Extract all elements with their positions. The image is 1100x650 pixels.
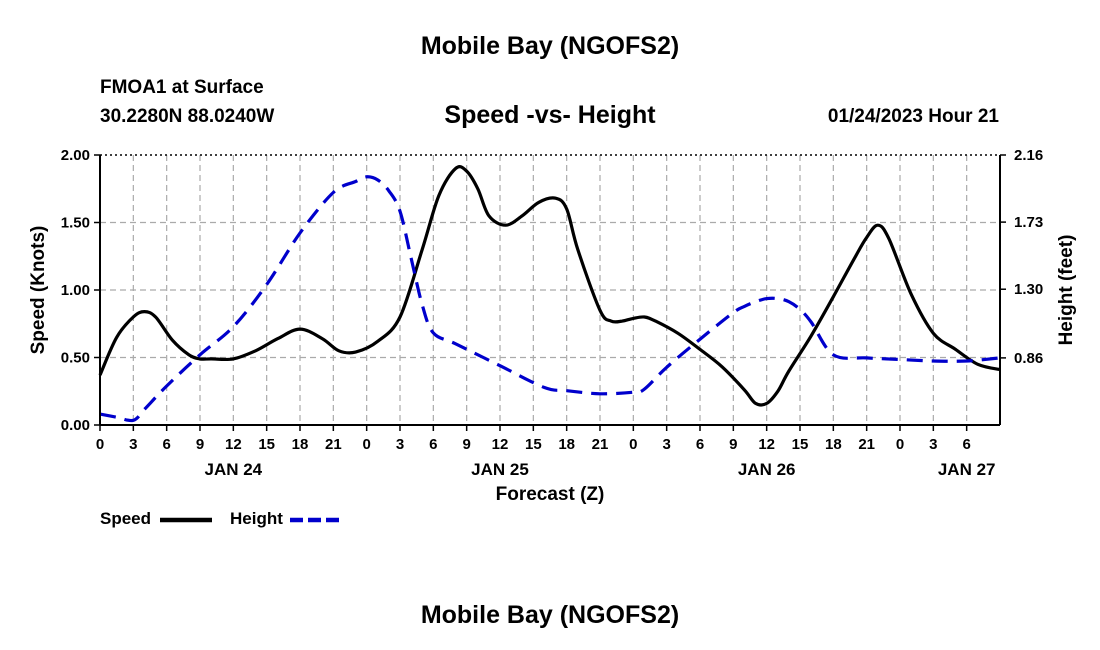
y-tick-label-left: 1.00 (61, 282, 90, 299)
x-tick-label: 6 (429, 436, 437, 453)
y-tick-label-right: 1.73 (1014, 214, 1043, 231)
y-tick-label-left: 1.50 (61, 215, 90, 232)
x-tick-label: 3 (929, 436, 937, 453)
y-axis-title-left: Speed (Knots) (28, 226, 49, 355)
x-tick-label: 15 (525, 436, 542, 453)
y-tick-label-left: 0.50 (61, 350, 90, 367)
axes-layer (94, 154, 1006, 431)
x-tick-label: 18 (292, 436, 309, 453)
grid-layer (100, 155, 1000, 425)
chart-title: Speed -vs- Height (444, 101, 656, 129)
x-tick-label: 0 (896, 436, 904, 453)
y-tick-label-right: 2.16 (1014, 147, 1043, 164)
x-tick-label: 3 (662, 436, 670, 453)
bottom-title: Mobile Bay (NGOFS2) (420, 601, 680, 629)
x-tick-label: 9 (729, 436, 737, 453)
series-layer (98, 165, 1001, 423)
y-tick-label-right: 0.86 (1014, 350, 1043, 367)
x-tick-label: 12 (492, 436, 509, 453)
x-tick-label: 21 (592, 436, 609, 453)
x-tick-label: 3 (129, 436, 137, 453)
x-tick-label: 6 (962, 436, 970, 453)
x-tick-label: 6 (162, 436, 170, 453)
x-date-label: JAN 25 (471, 460, 529, 479)
x-tick-label: 21 (858, 436, 875, 453)
x-tick-label: 15 (258, 436, 275, 453)
y-axis-title-right: Height (feet) (1056, 235, 1077, 346)
x-tick-label: 3 (396, 436, 404, 453)
x-date-label: JAN 27 (938, 460, 996, 479)
series-line-height (99, 175, 1001, 423)
y-tick-label-right: 1.30 (1014, 281, 1043, 298)
x-tick-label: 12 (225, 436, 242, 453)
legend-height-label: Height (230, 509, 283, 528)
x-tick-label: 6 (696, 436, 704, 453)
page-title: Mobile Bay (NGOFS2) (420, 32, 680, 60)
x-date-label: JAN 26 (738, 460, 796, 479)
x-tick-label: 9 (196, 436, 204, 453)
station-name: FMOA1 at Surface (100, 77, 264, 98)
legend-speed-label: Speed (100, 509, 152, 528)
x-tick-label: 18 (825, 436, 842, 453)
x-tick-label: 0 (629, 436, 637, 453)
x-tick-label: 15 (792, 436, 809, 453)
x-tick-label: 12 (758, 436, 775, 453)
x-tick-label: 18 (558, 436, 575, 453)
y-tick-label-left: 2.00 (61, 147, 90, 164)
x-tick-label: 21 (325, 436, 342, 453)
x-tick-label: 0 (362, 436, 370, 453)
x-date-label: JAN 24 (205, 460, 263, 479)
y-tick-label-left: 0.00 (61, 417, 90, 434)
station-coordinates: 30.2280N 88.0240W (100, 106, 275, 127)
x-tick-label: 0 (96, 436, 104, 453)
forecast-timestamp: 01/24/2023 Hour 21 (827, 106, 999, 127)
labels-layer: 0 3 6 9 12 15 18 21 0 3 6 9 12 15 18 21 0 3 6 9 12 15 18 21 0 3 6 0… (28, 147, 1077, 505)
x-tick-label: 9 (462, 436, 470, 453)
x-axis-title: Forecast (Z) (496, 484, 605, 505)
series-line-speed (98, 165, 1001, 407)
